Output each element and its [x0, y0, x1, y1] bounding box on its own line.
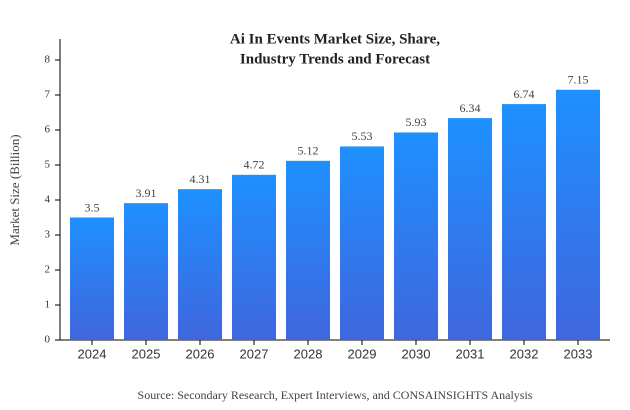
bar	[286, 160, 330, 340]
bar	[448, 118, 492, 340]
chart-title: Industry Trends and Forecast	[240, 51, 430, 67]
value-label: 4.31	[190, 172, 211, 186]
y-tick-label: 1	[45, 299, 51, 311]
x-tick-label: 2032	[510, 346, 539, 361]
bar	[502, 104, 546, 340]
y-tick-label: 3	[45, 229, 51, 241]
value-label: 6.34	[460, 101, 481, 115]
value-label: 5.93	[406, 115, 427, 129]
source-note: Source: Secondary Research, Expert Inter…	[138, 388, 533, 402]
x-tick-label: 2027	[240, 346, 269, 361]
value-label: 4.72	[244, 158, 265, 172]
y-tick-label: 8	[45, 54, 51, 66]
x-tick-label: 2024	[78, 346, 107, 361]
bar	[556, 89, 600, 340]
x-tick-label: 2031	[456, 346, 485, 361]
value-label: 3.5	[85, 200, 100, 214]
value-label: 5.12	[298, 144, 319, 158]
bar	[394, 132, 438, 340]
value-label: 7.15	[568, 73, 589, 87]
y-tick-label: 2	[45, 264, 51, 276]
y-tick-label: 6	[45, 124, 51, 136]
value-label: 5.53	[352, 129, 373, 143]
bar	[178, 189, 222, 340]
bar	[70, 217, 114, 340]
x-tick-label: 2028	[294, 346, 323, 361]
bar	[340, 146, 384, 340]
value-label: 3.91	[136, 186, 157, 200]
x-tick-label: 2026	[186, 346, 215, 361]
x-tick-label: 2029	[348, 346, 377, 361]
x-tick-label: 2030	[402, 346, 431, 361]
chart-title: Ai In Events Market Size, Share,	[230, 31, 440, 47]
y-tick-label: 0	[45, 334, 51, 346]
y-tick-label: 4	[45, 194, 51, 206]
bar	[232, 174, 276, 340]
y-tick-label: 5	[45, 159, 51, 171]
x-tick-label: 2033	[564, 346, 593, 361]
y-axis-label: Market Size (Billion)	[7, 134, 22, 245]
value-label: 6.74	[514, 87, 535, 101]
x-tick-label: 2025	[132, 346, 161, 361]
y-tick-label: 7	[45, 89, 51, 101]
bar	[124, 203, 168, 340]
